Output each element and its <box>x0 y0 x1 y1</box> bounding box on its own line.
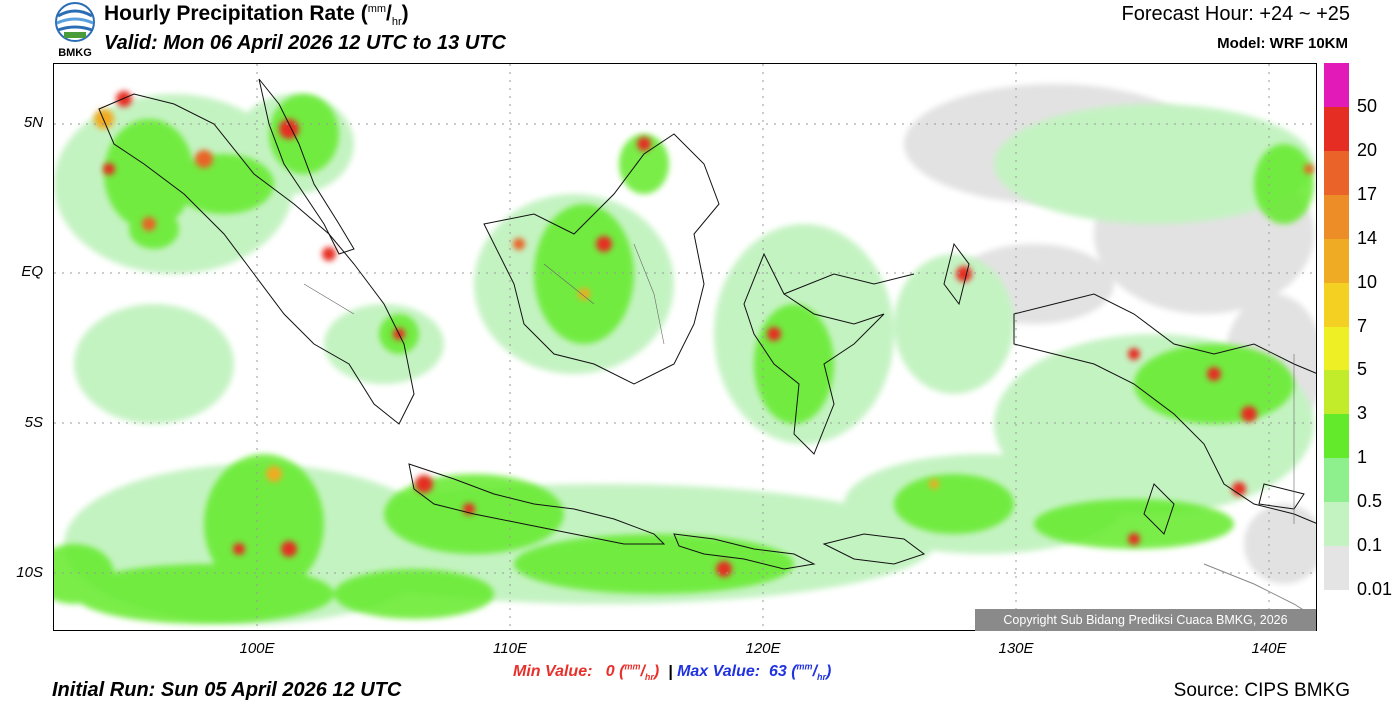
legend-swatch <box>1324 106 1349 152</box>
legend-swatch <box>1324 194 1349 240</box>
map-canvas <box>54 64 1316 630</box>
precipitation-map <box>53 63 1317 631</box>
min-value-label: Min Value: 0 (mm/hr) <box>513 662 660 683</box>
legend-label: 1 <box>1357 447 1368 468</box>
graticule <box>54 64 1316 630</box>
lon-label-130e: 130E <box>998 640 1034 657</box>
min-max-values: Min Value: 0 (mm/hr) | Max Value: 63 (mm… <box>513 662 832 683</box>
forecast-hour: Forecast Hour: +24 ~ +25 <box>1121 3 1350 25</box>
moderate-rain-layer <box>54 94 1314 624</box>
lat-label-5n: 5N <box>23 114 43 131</box>
legend-swatch <box>1324 370 1349 415</box>
lon-label-110e: 110E <box>493 640 527 657</box>
lat-label-10s: 10S <box>16 564 43 581</box>
lat-label-eq: EQ <box>21 263 43 280</box>
legend-swatch <box>1324 414 1349 459</box>
legend-label: 0.1 <box>1357 535 1383 556</box>
legend-swatch <box>1324 150 1349 196</box>
bmkg-logo: BMKG <box>55 2 95 59</box>
max-value-label: Max Value: 63 (mm/hr) <box>677 662 832 683</box>
heavy-rain-cells <box>94 91 1314 577</box>
legend-swatch <box>1324 282 1349 327</box>
color-legend <box>1324 63 1349 591</box>
initial-run: Initial Run: Sun 05 April 2026 12 UTC <box>52 679 402 701</box>
legend-label: 5 <box>1357 359 1368 380</box>
title-unit-denominator: hr <box>391 16 402 29</box>
legend-label: 7 <box>1357 315 1368 336</box>
legend-label: 50 <box>1357 95 1378 116</box>
province-borders <box>303 243 1295 524</box>
source: Source: CIPS BMKG <box>1173 680 1350 701</box>
legend-label: 0.5 <box>1357 491 1383 512</box>
lon-label-140e: 140E <box>1251 640 1287 657</box>
lat-label-5s: 5S <box>24 414 43 431</box>
legend-label: 20 <box>1357 139 1378 160</box>
legend-swatch <box>1324 458 1349 503</box>
model-name: Model: WRF 10KM <box>1217 35 1348 52</box>
legend-swatch <box>1324 546 1349 591</box>
legend-label: 10 <box>1357 271 1378 292</box>
legend-swatch <box>1324 63 1349 108</box>
legend-swatch <box>1324 502 1349 547</box>
logo-text: BMKG <box>58 47 92 59</box>
legend-swatch <box>1324 238 1349 284</box>
legend-swatch <box>1324 326 1349 371</box>
legend-label: 0.01 <box>1357 579 1393 599</box>
legend-label: 17 <box>1357 183 1378 204</box>
valid-time: Valid: Mon 06 April 2026 12 UTC to 13 UT… <box>104 32 506 54</box>
title-unit-numerator: mm <box>367 3 387 15</box>
map-copyright: Copyright Sub Bidang Prediksi Cuaca BMKG… <box>975 609 1316 631</box>
legend-label: 3 <box>1357 403 1368 424</box>
chart-title: Hourly Precipitation Rate (mm/hr) <box>104 2 409 29</box>
lon-label-120e: 120E <box>745 640 781 657</box>
lon-label-100e: 100E <box>239 640 275 657</box>
coastlines <box>98 78 1316 619</box>
legend-label: 14 <box>1357 227 1378 248</box>
